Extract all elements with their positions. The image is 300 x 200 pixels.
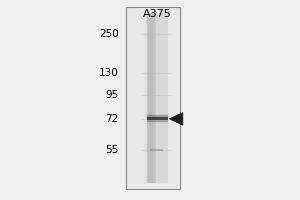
Bar	[147, 117, 168, 120]
Bar	[148, 13, 154, 183]
Bar	[147, 13, 153, 183]
Bar	[150, 13, 156, 183]
Bar	[147, 13, 168, 183]
Bar	[147, 121, 168, 124]
Bar	[147, 115, 168, 118]
Polygon shape	[169, 113, 183, 125]
Text: 250: 250	[99, 29, 118, 39]
Bar	[149, 13, 155, 183]
Text: 72: 72	[105, 114, 119, 124]
Text: A375: A375	[143, 9, 172, 19]
Bar	[147, 119, 168, 122]
Bar	[150, 149, 163, 151]
Text: 55: 55	[105, 145, 119, 155]
Bar	[146, 13, 152, 183]
Bar	[144, 13, 150, 183]
Bar	[148, 13, 154, 183]
Bar	[145, 13, 151, 183]
Bar	[126, 7, 180, 189]
Text: 130: 130	[99, 68, 118, 78]
Text: 95: 95	[105, 90, 119, 100]
Bar	[147, 114, 168, 117]
